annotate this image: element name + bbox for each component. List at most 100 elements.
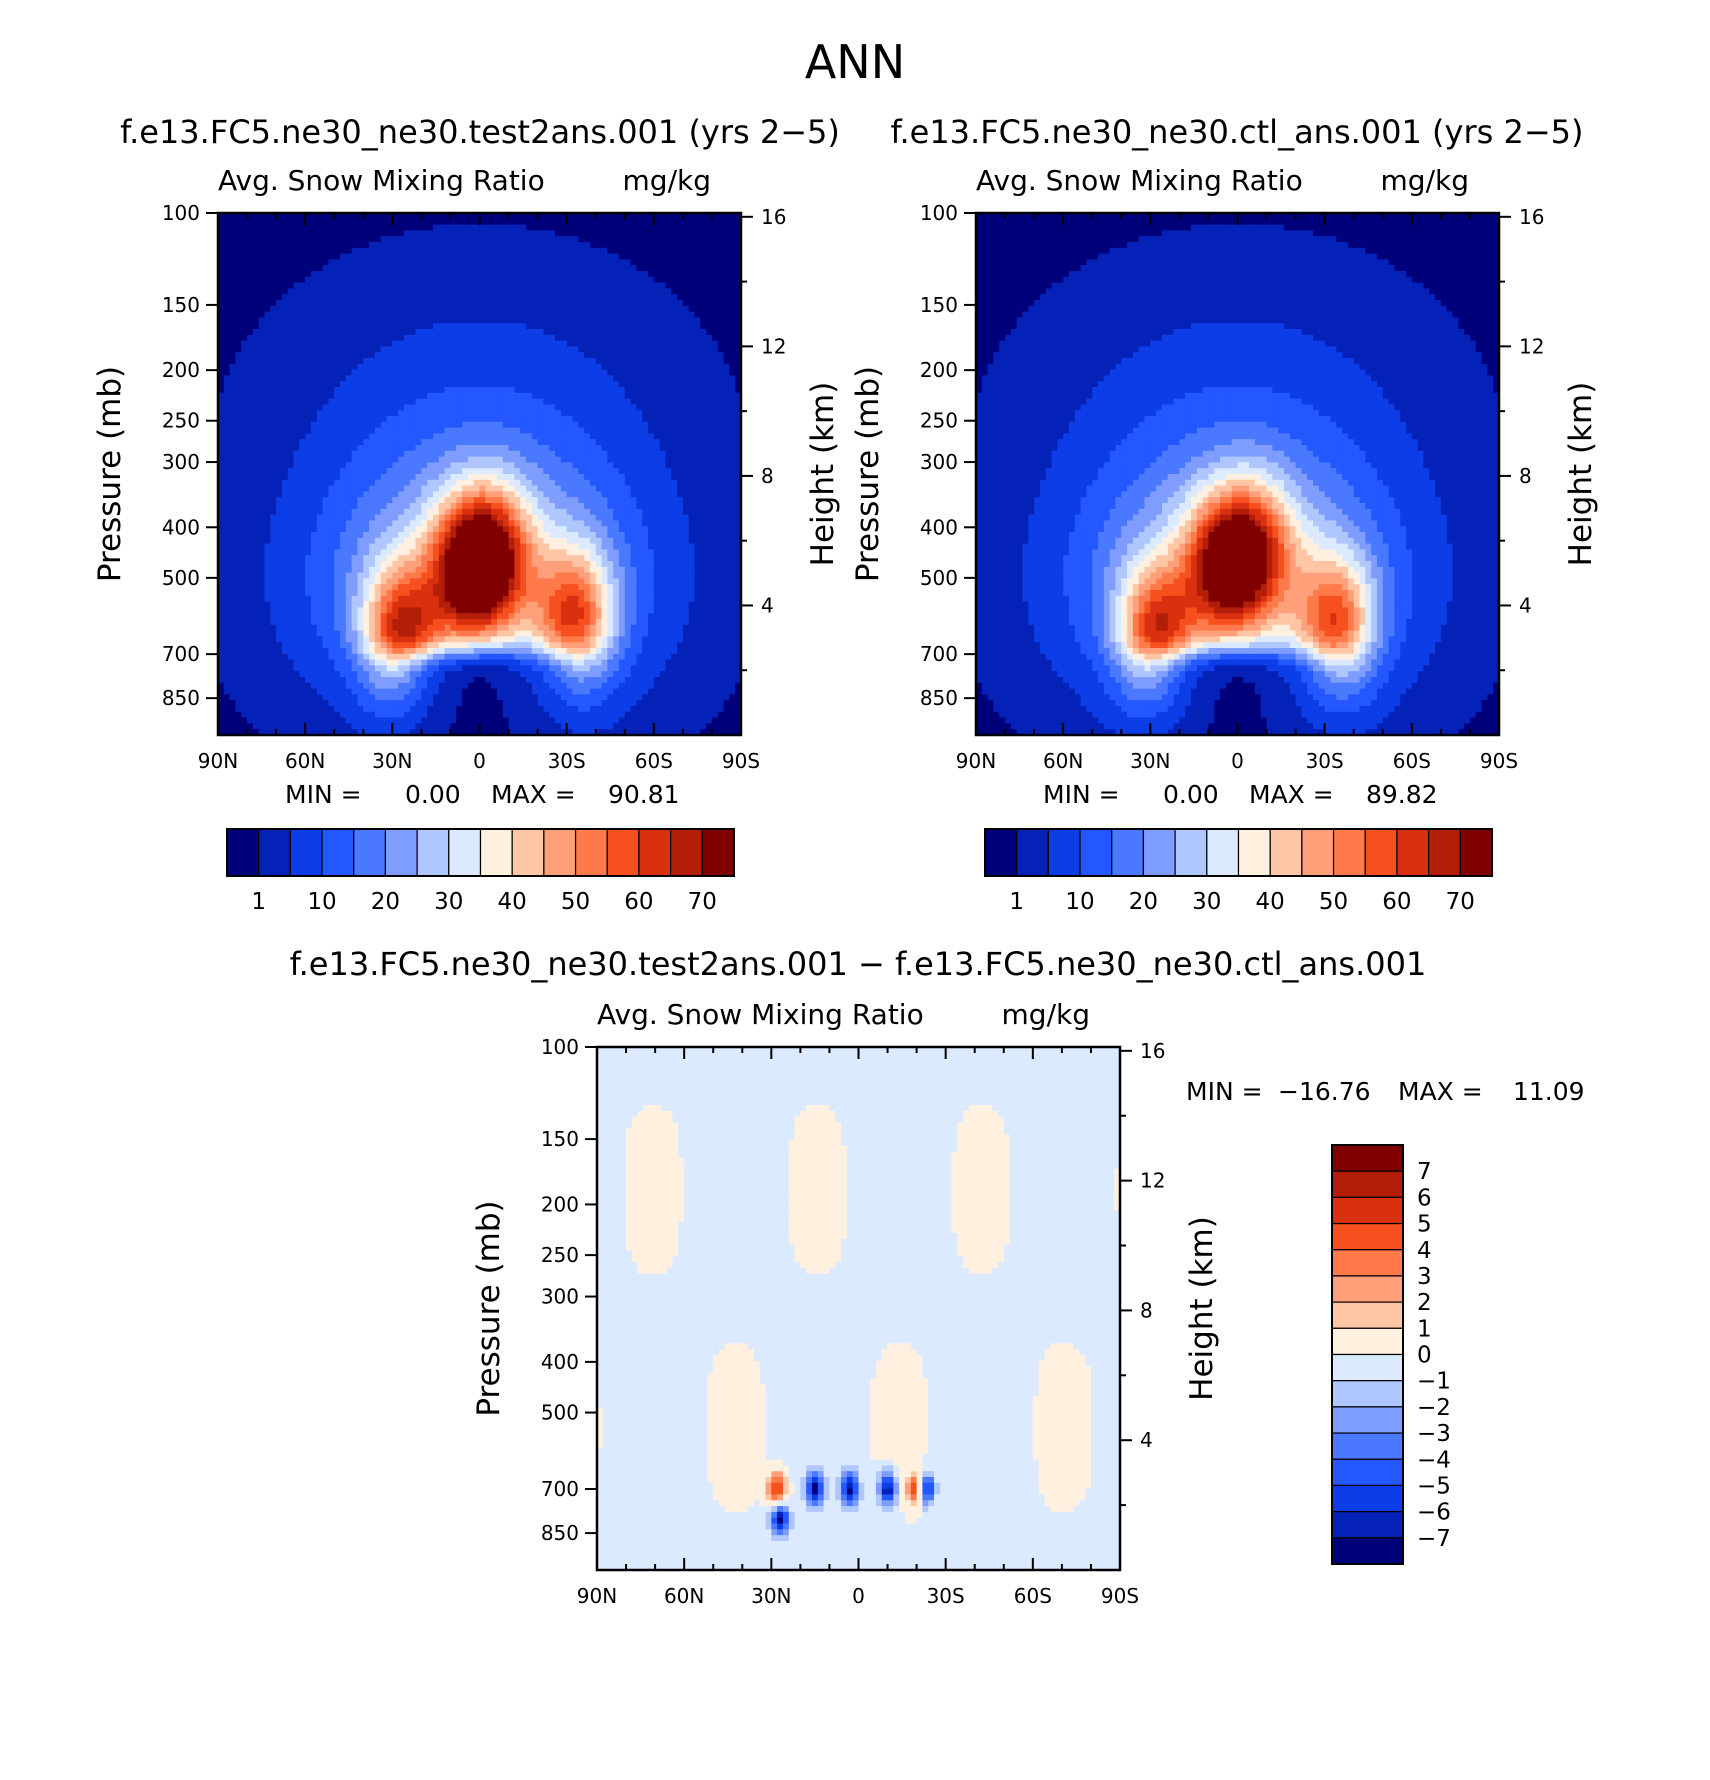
field-cell <box>723 387 730 394</box>
field-cell <box>653 381 661 388</box>
field-cell <box>421 532 428 539</box>
field-cell <box>520 503 527 510</box>
field-cell <box>438 317 446 324</box>
field-cell <box>223 358 231 365</box>
field-cell <box>415 479 422 487</box>
field-cell <box>508 282 515 289</box>
field-cell <box>392 358 399 365</box>
field-cell <box>235 340 242 347</box>
field-cell <box>549 236 556 243</box>
field-cell <box>560 520 568 527</box>
field-cell <box>508 346 515 353</box>
field-cell <box>566 462 574 469</box>
field-cell <box>624 259 632 266</box>
field-cell <box>555 352 562 359</box>
field-cell <box>671 416 678 423</box>
field-cell <box>572 311 579 318</box>
field-cell <box>369 329 376 336</box>
field-cell <box>630 456 637 463</box>
field-cell <box>653 398 661 405</box>
field-cell <box>281 445 289 452</box>
field-cell <box>520 497 527 504</box>
field-cell <box>450 271 457 278</box>
field-cell <box>438 381 446 388</box>
field-cell <box>665 398 672 405</box>
field-cell <box>456 230 463 237</box>
field-cell <box>386 526 393 533</box>
field-cell <box>467 334 475 342</box>
field-cell <box>642 375 649 382</box>
field-cell <box>340 271 347 278</box>
field-cell <box>508 224 515 231</box>
field-cell <box>403 398 411 405</box>
field-cell <box>735 526 741 533</box>
field-cell <box>648 520 655 527</box>
field-cell <box>601 282 608 289</box>
field-cell <box>648 404 655 411</box>
field-cell <box>624 462 632 469</box>
field-cell <box>427 526 434 533</box>
field-cell <box>502 404 510 411</box>
field-cell <box>735 398 741 405</box>
field-cell <box>642 236 649 243</box>
field-cell <box>636 462 643 469</box>
field-cell <box>514 288 521 295</box>
field-cell <box>473 381 481 388</box>
field-cell <box>677 236 684 243</box>
field-cell <box>613 497 620 504</box>
field-cell <box>462 305 469 313</box>
field-cell <box>444 433 452 440</box>
field-cell <box>281 508 289 516</box>
field-cell <box>467 282 475 289</box>
field-cell <box>636 474 643 481</box>
field-cell <box>485 300 492 307</box>
field-cell <box>270 305 277 313</box>
field-cell <box>270 520 277 527</box>
field-cell <box>351 323 359 330</box>
field-cell <box>729 265 736 272</box>
field-cell <box>322 503 330 510</box>
field-cell <box>462 300 469 307</box>
field-cell <box>525 369 533 376</box>
field-cell <box>392 503 399 510</box>
field-cell <box>310 358 318 365</box>
field-cell <box>427 300 434 307</box>
field-cell <box>403 317 411 324</box>
field-cell <box>270 300 277 307</box>
field-cell <box>299 398 306 405</box>
field-cell <box>496 485 504 492</box>
field-cell <box>223 323 231 330</box>
field-cell <box>247 381 254 388</box>
field-cell <box>334 450 341 458</box>
field-cell <box>636 323 643 330</box>
field-cell <box>247 329 254 336</box>
field-cell <box>421 305 428 313</box>
field-cell <box>578 305 585 313</box>
field-cell <box>485 392 492 400</box>
field-cell <box>374 445 382 452</box>
field-cell <box>566 410 574 417</box>
field-cell <box>735 508 741 516</box>
field-cell <box>659 230 667 237</box>
field-cell <box>560 485 568 492</box>
field-cell <box>706 526 713 533</box>
field-cell <box>462 242 469 249</box>
field-cell <box>438 410 446 417</box>
field-cell <box>398 230 405 237</box>
field-cell <box>462 375 469 382</box>
field-cell <box>537 497 545 504</box>
field-cell <box>421 427 428 434</box>
field-cell <box>328 352 335 359</box>
field-cell <box>653 456 661 463</box>
field-cell <box>287 213 295 220</box>
field-cell <box>270 462 277 469</box>
field-cell <box>717 416 725 423</box>
field-cell <box>369 346 376 353</box>
field-cell <box>235 369 242 376</box>
field-cell <box>665 329 672 336</box>
field-cell <box>729 445 736 452</box>
field-cell <box>444 276 452 284</box>
field-cell <box>421 410 428 417</box>
field-cell <box>618 503 626 510</box>
field-cell <box>310 259 318 266</box>
